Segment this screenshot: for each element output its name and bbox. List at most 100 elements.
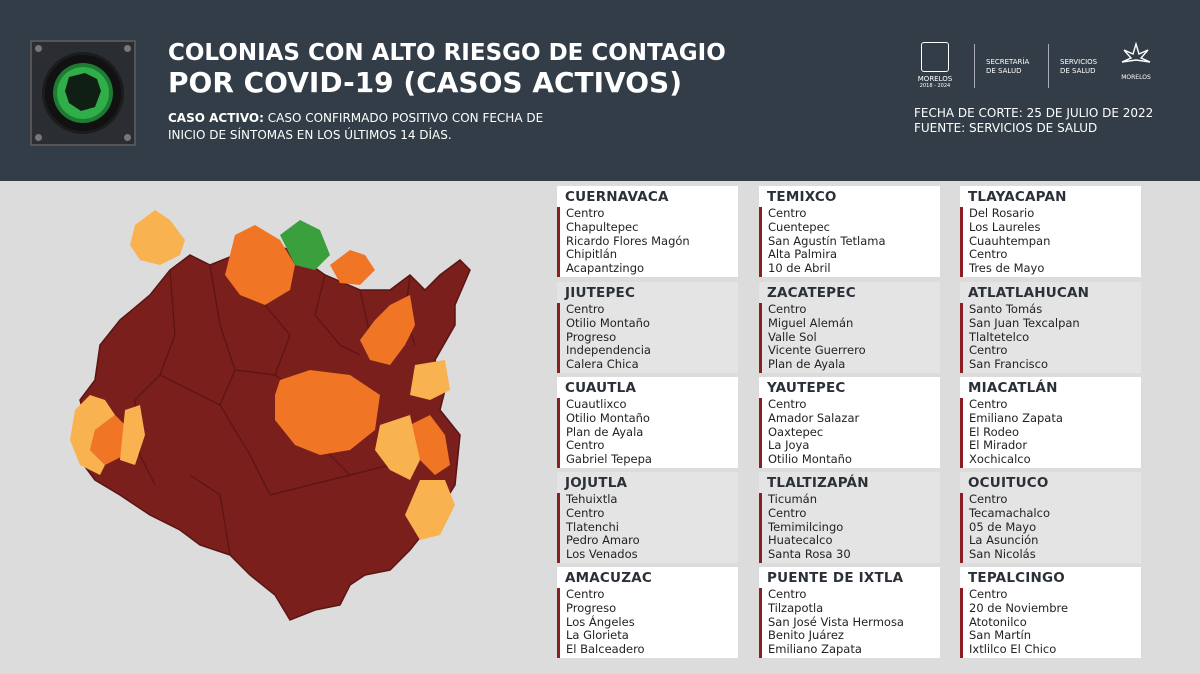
colonia-item: 10 de Abril	[768, 261, 831, 276]
colonia-item: Progreso	[566, 600, 617, 615]
colonia-item: Otilio Montaño	[566, 315, 650, 330]
morelos-seal-logo: MORELOS 2018 - 2024	[916, 42, 954, 89]
map-region-no-risk	[280, 220, 330, 270]
municipality-card: OCUITUCO Centro Tecamachalco 05 de Mayo La A…	[960, 472, 1141, 563]
municipality-name: JIUTEPEC	[565, 285, 636, 301]
morelos-risk-map	[70, 210, 471, 621]
colonia-item: Huatecalco	[768, 533, 833, 548]
card-accent-bar	[557, 493, 560, 563]
colonia-item: Centro	[969, 397, 1008, 411]
government-logos: MORELOS 2018 - 2024 SECRETARÍA DE SALUD …	[912, 41, 1162, 90]
colonia-list: Centro Tecamachalco 05 de Mayo La Asunción S…	[969, 492, 1050, 562]
colonia-item: Atotonilco	[969, 614, 1027, 629]
municipality-name: ZACATEPEC	[767, 285, 856, 301]
colonia-item: Gabriel Tepepa	[566, 452, 652, 467]
colonia-item: El Mirador	[969, 438, 1028, 453]
map-region-low-risk	[410, 360, 450, 400]
municipality-card: ATLATLAHUCAN Santo Tomás San Juan Texcalpa…	[960, 282, 1141, 373]
colonia-list: Centro Chapultepec Ricardo Flores Magón Chi…	[566, 206, 690, 276]
map-region-low-risk	[375, 415, 420, 480]
municipality-card: PUENTE DE IXTLA Centro Tilzapotla San José …	[759, 567, 940, 658]
colonia-item: Los Ángeles	[566, 614, 635, 629]
colonia-item: Tecamachalco	[969, 505, 1050, 520]
colonia-item: Otilio Montaño	[566, 410, 650, 425]
colonia-list: Cuautlixco Otilio Montaño Plan de Ayala Cen…	[566, 397, 652, 467]
colonia-item: Centro	[566, 505, 605, 520]
colonia-list: Ticumán Centro Temimilcingo Huatecalco Santa…	[768, 492, 851, 562]
colonia-item: Centro	[768, 505, 807, 520]
map-region-low-risk	[130, 210, 185, 265]
colonia-item: Tres de Mayo	[969, 261, 1045, 276]
colonia-item: Centro	[768, 302, 807, 316]
colonia-list: Centro Emiliano Zapata El Rodeo El Mirador X…	[969, 397, 1063, 467]
colonia-item: Tlatenchi	[566, 519, 619, 534]
colonia-item: Ticumán	[768, 492, 818, 506]
colonia-item: Ixtlilco El Chico	[969, 642, 1057, 657]
card-accent-bar	[960, 207, 963, 277]
municipality-card: TEPALCINGO Centro 20 de Noviembre Atotonilc…	[960, 567, 1141, 658]
colonia-item: Centro	[768, 397, 807, 411]
green-traffic-light-icon	[30, 40, 136, 146]
colonia-item: Los Laureles	[969, 219, 1041, 234]
colonia-item: Amador Salazar	[768, 410, 860, 425]
colonia-item: Cuentepec	[768, 219, 830, 234]
card-accent-bar	[557, 398, 560, 468]
colonia-item: La Asunción	[969, 533, 1039, 548]
colonia-item: Centro	[566, 587, 605, 601]
card-accent-bar	[759, 398, 762, 468]
colonia-item: La Glorieta	[566, 628, 629, 643]
colonia-item: Del Rosario	[969, 206, 1035, 220]
colonia-list: Centro Progreso Los Ángeles La Glorieta El B…	[566, 587, 645, 657]
colonia-item: Centro	[768, 587, 807, 601]
colonia-list: Centro Cuentepec San Agustín Tetlama Alta P…	[768, 206, 886, 276]
map-region-medium-risk	[275, 370, 380, 455]
colonia-item: Centro	[969, 343, 1008, 358]
municipality-name: OCUITUCO	[968, 475, 1049, 491]
servicios-de-salud-logo: SERVICIOS DE SALUD	[1060, 58, 1098, 75]
map-region-low-risk	[120, 405, 145, 465]
colonia-item: Los Venados	[566, 547, 638, 562]
map-region-medium-risk	[90, 415, 130, 465]
colonia-item: Pedro Amaro	[566, 533, 640, 548]
colonia-item: Plan de Ayala	[768, 357, 846, 372]
colonia-item: Cuauhtempan	[969, 233, 1051, 248]
colonia-item: Santa Rosa 30	[768, 547, 851, 562]
colonia-item: Centro	[566, 206, 605, 220]
card-accent-bar	[759, 207, 762, 277]
colonia-list: Centro 20 de Noviembre Atotonilco San Martí…	[969, 587, 1069, 657]
definition-line-1: CASO CONFIRMADO POSITIVO CON FECHA DE	[263, 111, 544, 125]
colonia-item: Cuautlixco	[566, 397, 627, 411]
colonia-item: San Nicolás	[969, 547, 1036, 562]
colonia-item: Chipitlán	[566, 247, 618, 262]
colonia-item: Santo Tomás	[969, 302, 1043, 316]
municipality-name: JOJUTLA	[565, 475, 628, 491]
morelos-flower-logo: MORELOS	[1116, 41, 1156, 81]
colonia-item: Emiliano Zapata	[768, 642, 862, 657]
map-region-low-risk	[405, 480, 455, 540]
colonia-item: 20 de Noviembre	[969, 600, 1069, 615]
definition-line-2: INICIO DE SÍNTOMAS EN LOS ÚLTIMOS 14 DÍA…	[168, 128, 452, 142]
title-line-1: COLONIAS CON ALTO RIESGO DE CONTAGIO	[168, 40, 726, 66]
municipality-card: TLALTIZAPÁN Ticumán Centro Temimilcingo Huat…	[759, 472, 940, 563]
colonia-item: La Joya	[768, 438, 810, 453]
card-accent-bar	[557, 303, 560, 373]
municipality-name: CUAUTLA	[565, 380, 637, 396]
colonia-list: Del Rosario Los Laureles Cuauhtempan Centro…	[969, 206, 1051, 276]
colonia-item: Benito Juárez	[768, 628, 844, 643]
colonia-item: Plan de Ayala	[566, 424, 644, 439]
colonia-list: Tehuixtla Centro Tlatenchi Pedro Amaro Los V…	[566, 492, 640, 562]
card-accent-bar	[960, 493, 963, 563]
colonia-item: Emiliano Zapata	[969, 410, 1063, 425]
colonia-list: Centro Amador Salazar Oaxtepec La Joya Otili…	[768, 397, 860, 467]
municipality-name: TEPALCINGO	[968, 570, 1065, 586]
colonia-item: San Juan Texcalpan	[969, 315, 1080, 330]
card-accent-bar	[960, 588, 963, 658]
card-accent-bar	[759, 588, 762, 658]
map-region-medium-risk	[330, 250, 375, 285]
colonia-item: Alta Palmira	[768, 247, 838, 262]
colonia-list: Centro Otilio Montaño Progreso Independenci…	[566, 302, 651, 372]
colonia-item: Tehuixtla	[566, 492, 618, 506]
municipality-card: TEMIXCO Centro Cuentepec San Agustín Tetlam…	[759, 186, 940, 277]
colonia-list: Santo Tomás San Juan Texcalpan Tlaltetelco…	[969, 302, 1080, 372]
cutoff-date: FECHA DE CORTE: 25 DE JULIO DE 2022	[914, 106, 1154, 120]
